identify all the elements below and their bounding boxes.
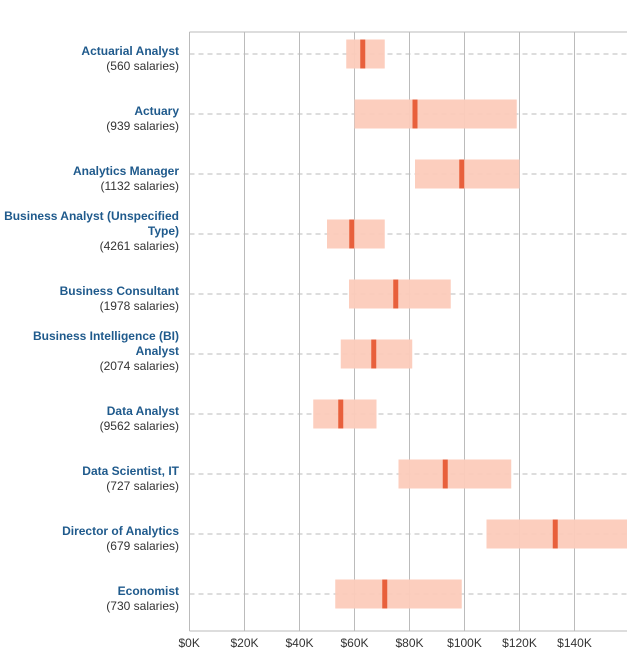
median-marker — [349, 219, 355, 249]
category-title: Type) — [148, 224, 179, 238]
category-title: Actuary — [134, 104, 179, 118]
category-count: (4261 salaries) — [100, 239, 179, 253]
category-title: Business Intelligence (BI) — [33, 329, 179, 343]
category-title: Director of Analytics — [62, 524, 179, 538]
x-tick-label: $100K — [447, 636, 482, 650]
category-count: (1978 salaries) — [100, 299, 179, 313]
rows-layer — [189, 39, 627, 609]
salary-range-bar — [354, 99, 517, 129]
x-tick-label: $20K — [230, 636, 258, 650]
salary-range-bar — [335, 579, 462, 609]
x-tick-label: $60K — [340, 636, 368, 650]
x-tick-label: $140K — [557, 636, 592, 650]
category-count: (679 salaries) — [106, 539, 179, 553]
category-title: Business Analyst (Unspecified — [4, 209, 179, 223]
salary-range-bar — [415, 159, 520, 189]
salary-range-bar — [346, 39, 385, 69]
category-title: Analytics Manager — [73, 164, 179, 178]
x-tick-label: $120K — [502, 636, 537, 650]
salary-range-bar — [313, 399, 377, 429]
category-title: Data Scientist, IT — [82, 464, 179, 478]
category-title: Analyst — [136, 344, 179, 358]
x-tick-label: $80K — [395, 636, 423, 650]
category-count: (560 salaries) — [106, 59, 179, 73]
salary-range-bar — [398, 459, 512, 489]
salary-range-bar — [327, 219, 385, 249]
median-marker — [393, 279, 399, 309]
category-count: (939 salaries) — [106, 119, 179, 133]
median-marker — [382, 579, 388, 609]
category-title: Data Analyst — [107, 404, 179, 418]
median-marker — [552, 519, 558, 549]
salary-range-bar — [340, 339, 413, 369]
median-marker — [412, 99, 418, 129]
x-axis: $0K $20K $40K $60K $80K $100K $120K $140K — [179, 636, 592, 650]
category-title: Economist — [118, 584, 179, 598]
category-count: (727 salaries) — [106, 479, 179, 493]
category-count: (1132 salaries) — [101, 179, 179, 193]
category-title: Actuarial Analyst — [81, 44, 179, 58]
category-labels: Actuarial Analyst(560 salaries)Actuary(9… — [4, 44, 180, 613]
category-count: (730 salaries) — [106, 599, 179, 613]
median-marker — [360, 39, 366, 69]
category-title: Business Consultant — [60, 284, 179, 298]
median-marker — [442, 459, 448, 489]
median-marker — [459, 159, 465, 189]
salary-range-bar — [349, 279, 451, 309]
category-count: (9562 salaries) — [100, 419, 179, 433]
x-tick-label: $40K — [285, 636, 313, 650]
x-tick-label: $0K — [179, 636, 200, 650]
median-marker — [338, 399, 344, 429]
category-count: (2074 salaries) — [100, 359, 179, 373]
median-marker — [371, 339, 377, 369]
